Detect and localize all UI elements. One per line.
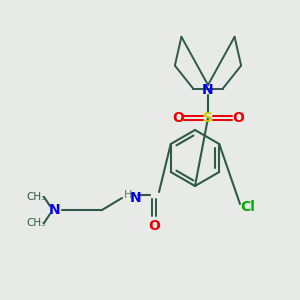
Text: S: S — [203, 111, 213, 125]
Text: O: O — [148, 219, 160, 233]
Text: N: N — [202, 83, 214, 97]
Text: CH₃: CH₃ — [26, 192, 46, 202]
Text: Cl: Cl — [241, 200, 255, 214]
Text: N: N — [130, 191, 142, 205]
Text: O: O — [172, 111, 184, 125]
Text: N: N — [49, 203, 61, 217]
Text: H: H — [124, 190, 132, 200]
Text: O: O — [232, 111, 244, 125]
Text: CH₃: CH₃ — [26, 218, 46, 228]
